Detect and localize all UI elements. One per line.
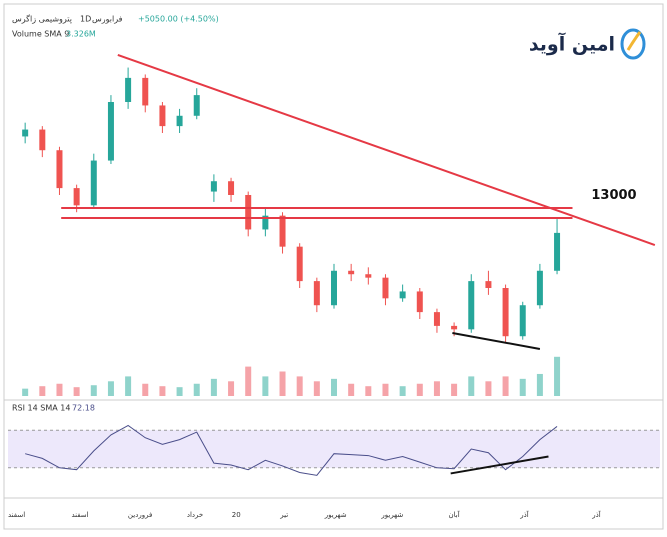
trend-line [452, 332, 541, 350]
candle-body [56, 150, 63, 189]
volume-bar [279, 371, 286, 396]
rsi-value: 72.18 [72, 404, 95, 413]
candle-body [416, 291, 423, 313]
volume-bar [348, 383, 355, 396]
candle-body [262, 215, 269, 230]
volume-bar [73, 387, 80, 396]
volume-bar [502, 376, 509, 396]
volume-bar [399, 386, 406, 396]
x-tick-label: فروردین [128, 511, 152, 519]
x-tick-label: تیر [279, 511, 288, 519]
candle-body [468, 281, 475, 330]
volume-bar [262, 376, 269, 396]
volume-bar [90, 385, 97, 396]
volume-bar [39, 386, 46, 396]
volume-bar [451, 383, 458, 396]
rsi-line [25, 424, 558, 476]
candle-body [245, 195, 252, 230]
candle-body [22, 129, 29, 137]
change: +5050.00 (+4.50%) [138, 15, 219, 24]
candle-body [210, 181, 217, 192]
candle-body [536, 270, 543, 306]
volume-bar [176, 387, 183, 396]
volume-value: 3.326M [66, 30, 96, 39]
volume-bar [107, 381, 114, 396]
candle-body [485, 281, 492, 288]
candle-body [193, 95, 200, 116]
x-tick-label: 20 [232, 511, 241, 519]
volume-bar [554, 356, 561, 396]
trend-line [117, 54, 656, 246]
volume-bar [22, 388, 29, 396]
volume-bar [313, 381, 320, 396]
candle-body [365, 274, 372, 278]
volume-bar [245, 366, 252, 396]
volume-bar [56, 383, 63, 396]
volume-bar [485, 381, 492, 396]
x-tick-label: آذر [591, 510, 601, 519]
candle-body [39, 129, 46, 151]
volume-bar [519, 378, 526, 396]
candle-body [159, 105, 166, 127]
divergence-line [450, 455, 549, 475]
volume-bar [382, 383, 389, 396]
volume-bar [331, 378, 337, 396]
candle-body [433, 312, 440, 326]
x-tick-label: اسفند [8, 511, 25, 519]
x-tick-label: شهریور [324, 511, 347, 519]
x-tick-label: آذر [519, 510, 529, 519]
symbol: پتروشیمی زاگرس [12, 14, 72, 24]
candle-body [554, 232, 561, 271]
exchange: فرابورس [92, 15, 123, 24]
candle-body [399, 291, 406, 299]
logo-text: امین آوید [529, 32, 615, 56]
candle-body [348, 270, 355, 275]
volume-label: Volume SMA 9 [12, 30, 69, 39]
candle-body [176, 115, 183, 127]
candle-body [125, 77, 132, 102]
volume-bar [125, 376, 132, 396]
candle-body [382, 277, 389, 299]
candle-body [451, 325, 458, 330]
frame [3, 3, 664, 530]
volume-bar [468, 376, 475, 396]
volume-bar [416, 383, 423, 396]
volume-bar [193, 383, 200, 396]
candle-body [90, 160, 97, 206]
candle-body [313, 281, 320, 306]
candle-body [502, 288, 509, 337]
logo: امین آوید [529, 28, 646, 60]
annotation: 13000 [591, 188, 636, 203]
volume-bar [365, 386, 372, 396]
volume-bar [228, 381, 235, 396]
x-tick-label: شهریور [380, 511, 403, 519]
volume-bar [210, 378, 217, 396]
candle-body [519, 305, 526, 337]
rsi-band [8, 430, 660, 468]
x-tick-label: آبان [449, 510, 461, 519]
candle-body [107, 102, 114, 161]
volume-bar [536, 373, 543, 396]
candle-body [228, 181, 235, 195]
volume-bar [159, 386, 166, 396]
volume-bar [142, 383, 149, 396]
candle-body [279, 215, 286, 247]
interval: 1D [80, 15, 91, 24]
candle-body [296, 246, 303, 282]
x-tick-label: اسفند [71, 511, 88, 519]
candle-body [331, 270, 337, 306]
candle-body [73, 188, 80, 206]
candle-body [142, 77, 149, 106]
x-tick-label: خرداد [187, 511, 203, 519]
volume-bar [433, 381, 440, 396]
volume-bar [296, 376, 303, 396]
rsi-label: RSI 14 SMA 14 [12, 404, 70, 413]
